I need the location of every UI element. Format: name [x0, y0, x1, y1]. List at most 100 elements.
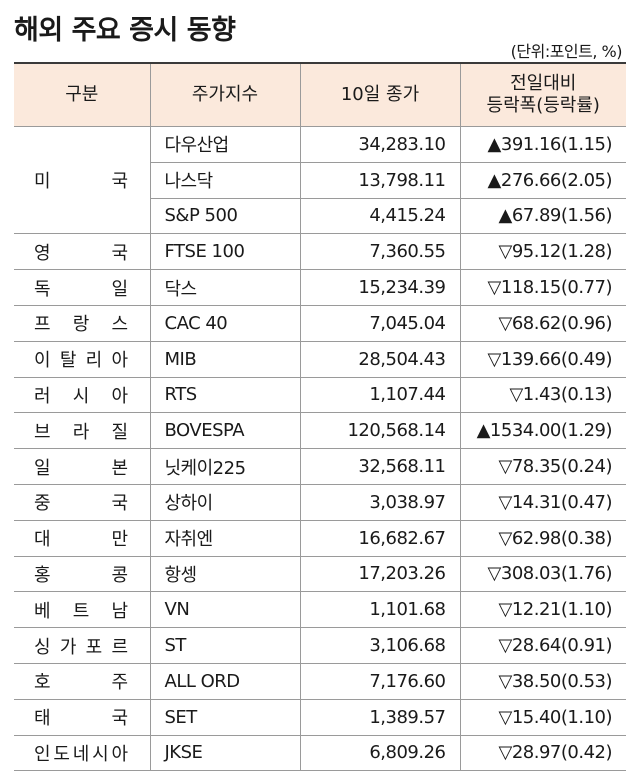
country-char: 아 [111, 385, 128, 407]
country-char: 르 [111, 636, 128, 658]
table-row: 인 도 네 시 아 JKSE 6,809.26 ▽28.97(0.42) [14, 734, 626, 772]
country-char: 랑 [72, 314, 90, 336]
market-table: 구분 주가지수 10일 종가 전일대비 등락폭(등락률) 미 국 다우산업 34,28… [14, 62, 626, 772]
country-char: 영 [34, 242, 51, 264]
country-char: 시 [92, 743, 109, 765]
table-row: 영 국 FTSE 100 7,360.55 ▽95.12(1.28) [14, 233, 626, 270]
table-row: 호 주 ALL ORD 7,176.60 ▽38.50(0.53) [14, 662, 626, 700]
index-name: ALL ORD [149, 662, 301, 700]
table-row: 나스닥 13,798.11 ▲276.66(2.05) [14, 161, 626, 199]
table-row: 싱 가 포 르 ST 3,106.68 ▽28.64(0.91) [14, 627, 626, 664]
index-name: ST [149, 627, 301, 664]
country-char: 본 [111, 457, 128, 479]
closing-value: 6,809.26 [299, 734, 461, 772]
index-name: MIB [149, 340, 301, 378]
closing-value: 28,504.43 [299, 340, 461, 378]
country-char: 인 [34, 743, 51, 765]
change-value: ▽14.31(0.47) [459, 483, 626, 521]
table-row: 미 국 다우산업 34,283.10 ▲391.16(1.15) [14, 125, 626, 234]
table-header-row: 구분 주가지수 10일 종가 전일대비 등락폭(등락률) [14, 62, 626, 127]
header-change-line1: 전일대비 [510, 72, 577, 94]
change-value: ▽62.98(0.38) [459, 519, 626, 557]
change-value: ▽12.21(1.10) [459, 591, 626, 628]
change-value: ▽15.40(1.10) [459, 698, 626, 736]
closing-value: 3,106.68 [299, 627, 461, 664]
country-char: 만 [111, 529, 128, 551]
closing-value: 15,234.39 [299, 269, 461, 306]
country-char: 러 [34, 385, 51, 407]
index-name: 상하이 [149, 483, 301, 521]
change-value: ▽68.62(0.96) [459, 304, 626, 342]
index-name: VN [149, 591, 301, 628]
index-name: RTS [149, 376, 301, 413]
country-char: 중 [34, 493, 51, 515]
change-value: ▲391.16(1.15) [459, 126, 626, 163]
country-char: 주 [111, 672, 128, 694]
header-change-line2: 등락폭(등락률) [486, 95, 600, 116]
header-change: 전일대비 등락폭(등락률) [459, 62, 626, 127]
country-char: 국 [111, 708, 128, 730]
index-name: S&P 500 [150, 197, 301, 234]
country-char: 태 [34, 708, 51, 730]
index-name: BOVESPA [149, 412, 301, 449]
change-value: ▽38.50(0.53) [459, 662, 626, 700]
closing-value: 32,568.11 [299, 448, 461, 485]
country-char: 호 [34, 672, 51, 694]
index-name: 항셍 [149, 555, 301, 592]
country-char: 콩 [111, 564, 128, 586]
country-char: 스 [111, 314, 128, 336]
table-row: 홍 콩 항셍 17,203.26 ▽308.03(1.76) [14, 555, 626, 592]
change-value: ▲276.66(2.05) [459, 161, 626, 199]
country-char: 남 [111, 600, 128, 622]
closing-value: 1,101.68 [299, 591, 461, 628]
change-value: ▽95.12(1.28) [459, 233, 626, 270]
change-value: ▽28.64(0.91) [459, 627, 626, 664]
table-row: 독 일 닥스 15,234.39 ▽118.15(0.77) [14, 269, 626, 306]
country-char: 트 [72, 600, 90, 622]
country-char: 베 [34, 600, 51, 622]
table-row: S&P 500 4,415.24 ▲67.89(1.56) [14, 197, 626, 234]
country-char: 일 [34, 457, 51, 479]
change-value: ▽1.43(0.13) [459, 376, 626, 413]
country-char: 질 [111, 421, 128, 443]
index-name: SET [149, 698, 301, 736]
table-row: 중 국 상하이 3,038.97 ▽14.31(0.47) [14, 483, 626, 521]
change-value: ▲1534.00(1.29) [459, 412, 626, 449]
country-char: 브 [34, 421, 51, 443]
index-name: 자취엔 [149, 519, 301, 557]
index-name: 닛케이225 [149, 448, 301, 485]
closing-value: 3,038.97 [299, 483, 461, 521]
table-row: 이 탈 리 아 MIB 28,504.43 ▽139.66(0.49) [14, 340, 626, 378]
country-char: 가 [59, 636, 77, 658]
change-value: ▲67.89(1.56) [459, 197, 626, 234]
closing-value: 4,415.24 [299, 197, 461, 234]
change-value: ▽139.66(0.49) [459, 340, 626, 378]
table-row: 대 만 자취엔 16,682.67 ▽62.98(0.38) [14, 519, 626, 557]
page-title: 해외 주요 증시 동향 [14, 15, 236, 46]
closing-value: 13,798.11 [299, 161, 461, 199]
index-name: 나스닥 [150, 161, 301, 199]
table-body: 미 국 다우산업 34,283.10 ▲391.16(1.15) 나스닥 13,798.11… [14, 125, 626, 772]
unit-note: (단위:포인트, %) [510, 42, 623, 61]
table-row: 브 라 질 BOVESPA 120,568.14 ▲1534.00(1.29) [14, 412, 626, 449]
